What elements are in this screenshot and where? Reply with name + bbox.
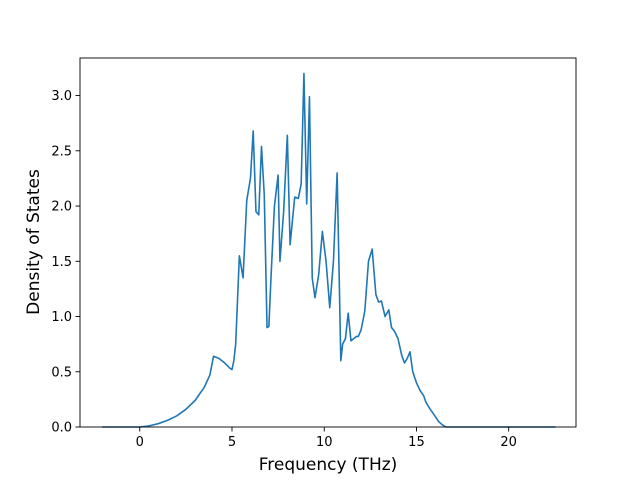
x-tick-label: 15 (408, 435, 425, 450)
x-axis-ticks: 0 5 10 15 20 (136, 427, 517, 450)
y-axis-ticks: 0.0 0.5 1.0 1.5 2.0 2.5 3.0 (51, 89, 80, 436)
axes-frame (79, 57, 577, 428)
y-tick-label: 1.0 (51, 310, 72, 325)
x-tick-label: 10 (316, 435, 333, 450)
y-tick-label: 1.5 (51, 255, 72, 270)
x-axis-label: Frequency (THz) (259, 455, 398, 475)
x-tick-label: 0 (136, 435, 144, 450)
y-axis-label: Density of States (24, 169, 44, 315)
dos-curve (102, 72, 556, 428)
x-tick-label: 20 (500, 435, 517, 450)
y-tick-label: 0.0 (51, 421, 72, 436)
y-tick-label: 3.0 (51, 89, 72, 104)
plot-area (102, 72, 556, 428)
x-tick-label: 5 (228, 435, 236, 450)
y-tick-label: 0.5 (51, 365, 72, 380)
y-tick-label: 2.5 (51, 144, 72, 159)
y-tick-label: 2.0 (51, 200, 72, 215)
